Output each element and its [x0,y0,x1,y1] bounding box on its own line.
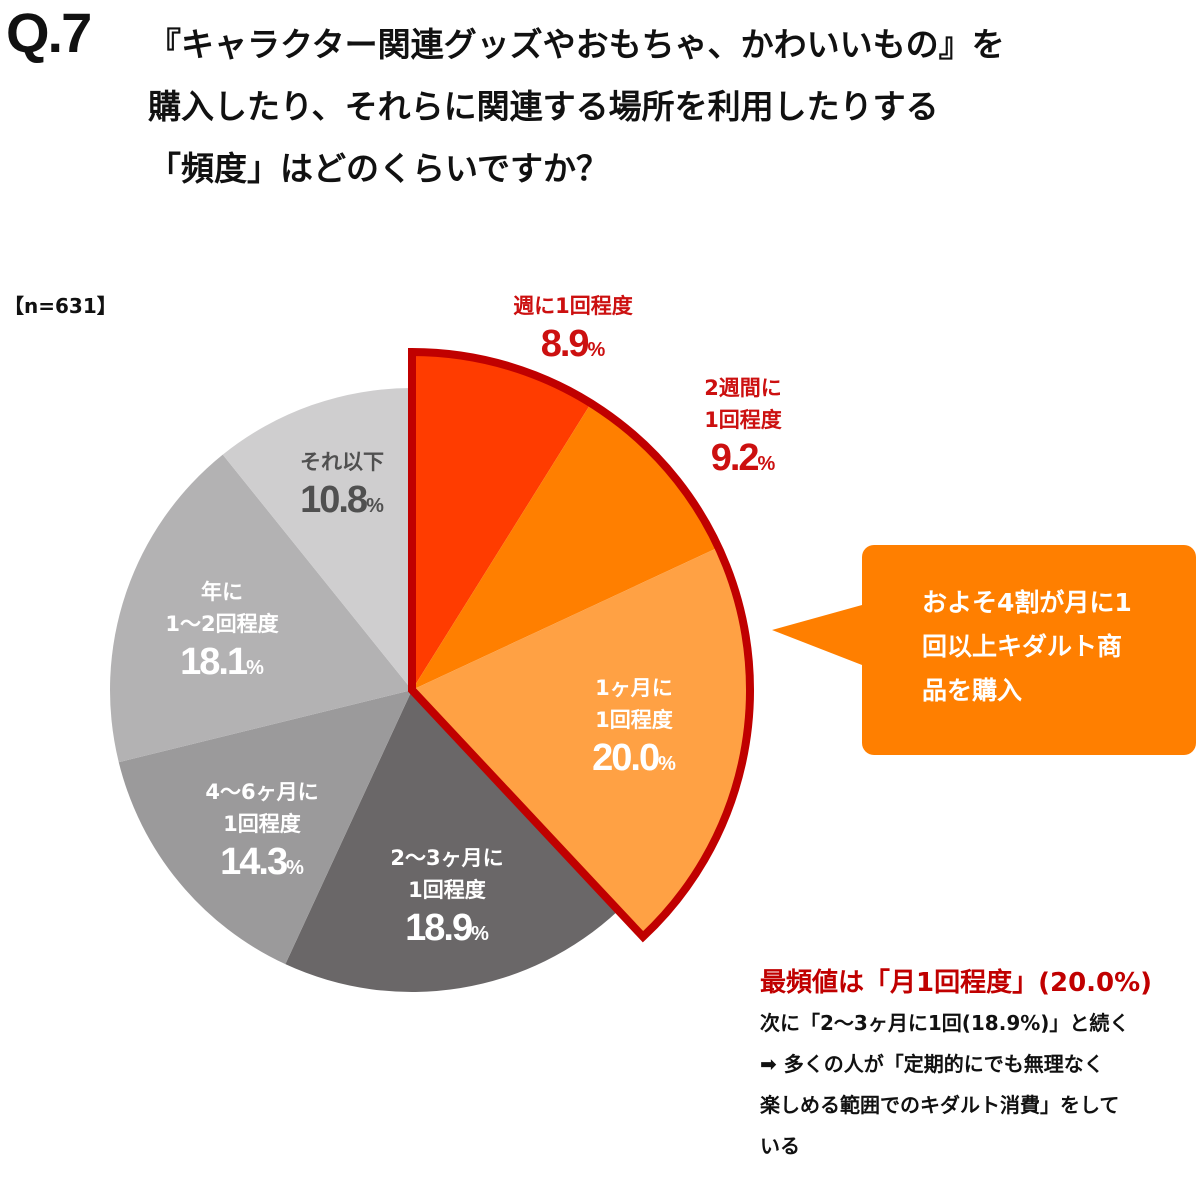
pie-slice [285,690,619,992]
slice-value-number: 18.9 [405,907,473,949]
slice-name: 1回程度 [595,708,673,732]
slice-value-number: 9.2 [710,437,760,479]
summary-line: 次に「2〜3ヶ月に1回(18.9%)」と続く [760,1011,1130,1035]
callout-pointer [772,600,880,672]
pie-slice [222,388,412,690]
pie-slice [118,690,412,965]
question-line: 購入したり、それらに関連する場所を利用したりする [148,87,939,126]
slice-name: 1回程度 [704,408,782,432]
highlight-outline [408,347,754,943]
question-number: Q.7 [6,1,92,64]
slice-name: 2〜3ヶ月に [390,846,504,870]
sample-size: 【n=631】 [4,294,117,318]
percent-sign: % [658,753,676,775]
summary-headline: 最頻値は「月1回程度」(20.0%) [760,968,1153,998]
percent-sign: % [587,339,606,361]
slice-value: 8.9% [513,322,633,372]
pie-slice [412,547,751,937]
pie-slice [412,403,719,690]
slice-label: 2週間に 1回程度 9.2% [704,372,782,486]
slice-name: それ以下 [300,450,384,474]
slice-label: それ以下 10.8% [300,446,384,528]
question-line: 「頻度」はどのくらいですか？ [148,149,610,188]
question-line: 『キャラクター関連グッズやおもちゃ、かわいいもの』を [148,25,1005,64]
slice-name: 1〜2回程度 [165,612,279,636]
question-text: 『キャラクター関連グッズやおもちゃ、かわいいもの』を 購入したり、それらに関連す… [148,14,1188,200]
summary-line: ➡ 多くの人が「定期的にでも無理なく [760,1052,1104,1076]
slice-value: 20.0% [592,736,676,786]
percent-sign: % [246,657,264,679]
slice-label: 4〜6ヶ月に 1回程度 14.3% [205,776,318,890]
pie-slice [412,352,591,690]
percent-sign: % [286,857,304,879]
slice-name: 2週間に [704,376,782,400]
slice-value: 10.8% [300,478,384,528]
percent-sign: % [757,453,776,475]
slice-value-number: 20.0 [592,737,660,779]
slice-name: 年に [200,580,243,604]
slice-value-number: 8.9 [540,323,590,365]
slice-name: 1回程度 [408,878,486,902]
slice-label: 2〜3ヶ月に 1回程度 18.9% [390,842,503,956]
slice-name: 1ヶ月に [595,676,673,700]
slice-label: 1ヶ月に 1回程度 20.0% [592,672,676,786]
summary-line: いる [760,1134,800,1158]
callout-box: およそ4割が月に1 回以上キダルト商 品を購入 [862,545,1196,755]
slice-value-number: 10.8 [300,479,368,521]
callout-line: 回以上キダルト商 [922,632,1123,661]
slice-value-number: 18.1 [180,641,248,683]
slice-label: 年に 1〜2回程度 18.1% [165,576,278,690]
slice-value: 14.3% [205,840,318,890]
slice-value: 18.9% [390,906,503,956]
slice-name: 1回程度 [223,812,301,836]
percent-sign: % [366,495,384,517]
slice-name: 週に1回程度 [513,294,633,318]
summary: 最頻値は「月1回程度」(20.0%) 次に「2〜3ヶ月に1回(18.9%)」と続… [760,962,1200,1167]
slice-value-number: 14.3 [220,841,288,883]
callout-line: 品を購入 [922,676,1023,705]
slice-label: 週に1回程度 8.9% [513,290,633,372]
summary-line: 楽しめる範囲でのキダルト消費」をして [760,1093,1120,1117]
slice-value: 9.2% [704,436,782,486]
slice-value: 18.1% [165,640,278,690]
percent-sign: % [471,923,489,945]
callout-line: およそ4割が月に1 [922,588,1132,617]
pie-slice [110,454,413,763]
slice-name: 4〜6ヶ月に [205,780,319,804]
